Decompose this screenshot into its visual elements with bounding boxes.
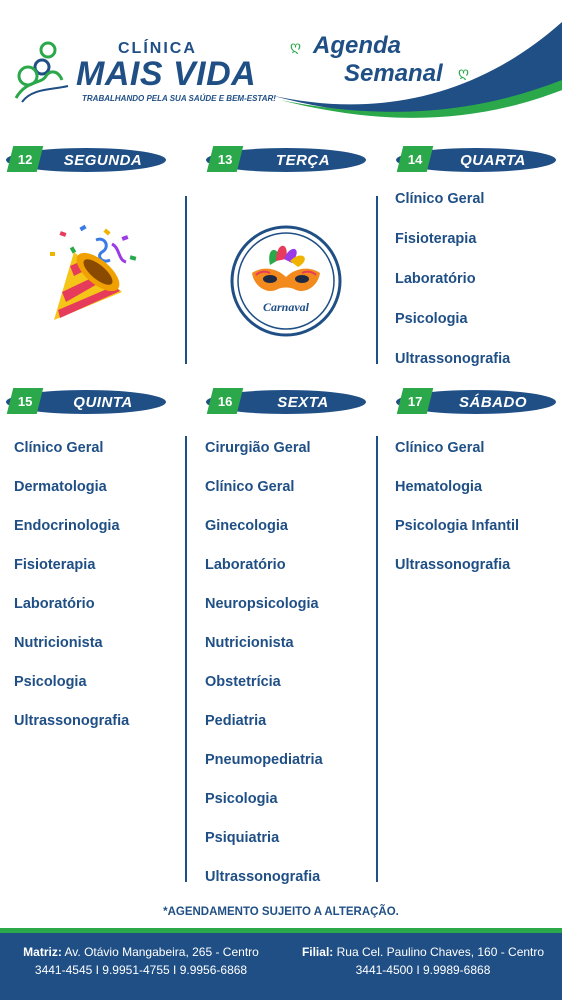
day-name: SÁBADO	[458, 393, 527, 411]
column-divider	[376, 436, 378, 882]
list-item: Psiquiatria	[205, 830, 280, 846]
day-name: QUINTA	[73, 393, 133, 411]
list-item: Ultrassonografia	[205, 869, 321, 885]
list-item: Cirurgião Geral	[205, 440, 311, 456]
party-popper-icon	[50, 224, 137, 320]
list-item: Clínico Geral	[395, 440, 485, 456]
list-item: Psicologia	[205, 791, 278, 807]
day-header-saturday: 17 SÁBADO	[396, 388, 560, 414]
brand-tagline: TRABALHANDO PELA SUA SAÚDE E BEM-ESTAR!	[82, 94, 276, 103]
list-item: Clínico Geral	[205, 479, 295, 495]
day-header-thursday: 15 QUINTA	[6, 388, 170, 414]
list-item: Dermatologia	[14, 479, 107, 495]
footer-matriz: Matriz: Av. Otávio Mangabeira, 265 - Cen…	[10, 943, 272, 979]
column-divider	[376, 196, 378, 364]
list-item: Clínico Geral	[14, 440, 104, 456]
brand-name: MAIS VIDA	[76, 55, 257, 93]
matriz-phones: 3441-4545 I 9.9951-4755 I 9.9956-6868	[34, 963, 248, 977]
list-item: Psicologia	[395, 311, 468, 327]
list-item: Fisioterapia	[14, 557, 96, 573]
clinic-logo-icon	[14, 41, 69, 103]
list-item: Nutricionista	[205, 635, 294, 651]
list-item: Laboratório	[14, 596, 95, 612]
footer-filial: Filial: Rua Cel. Paulino Chaves, 160 - C…	[292, 943, 554, 979]
footer: Matriz: Av. Otávio Mangabeira, 265 - Cen…	[0, 928, 562, 1000]
list-item: Nutricionista	[14, 635, 103, 651]
list-item: Clínico Geral	[395, 191, 485, 207]
filial-address: Rua Cel. Paulino Chaves, 160 - Centro	[333, 945, 545, 959]
ornament-icon: ღ	[458, 64, 470, 80]
header: CLÍNICA MAIS VIDA TRABALHANDO PELA SUA S…	[0, 0, 562, 125]
carnaval-badge: Carnaval	[230, 225, 342, 337]
list-item: Ginecologia	[205, 518, 288, 534]
list-item: Fisioterapia	[395, 231, 477, 247]
list-item: Laboratório	[205, 557, 286, 573]
list-item: Endocrinologia	[14, 518, 120, 534]
list-item: Laboratório	[395, 271, 476, 287]
day-name: SEGUNDA	[63, 151, 143, 169]
list-item: Psicologia Infantil	[395, 518, 520, 534]
filial-phones: 3441-4500 I 9.9989-6868	[355, 963, 491, 977]
ornament-icon: ღ	[290, 38, 302, 54]
header-swoosh	[270, 22, 562, 118]
column-divider	[185, 196, 187, 364]
brand-top: CLÍNICA	[118, 40, 197, 57]
column-divider	[185, 436, 187, 882]
day-name: QUARTA	[460, 151, 526, 169]
list-item: Hematologia	[395, 479, 483, 495]
list-item: Neuropsicologia	[205, 596, 319, 612]
filial-label: Filial:	[301, 945, 334, 959]
list-item: Psicologia	[14, 674, 87, 690]
list-item: Pneumopediatria	[205, 752, 323, 768]
day-name: SEXTA	[277, 393, 329, 411]
title-line2: Semanal	[344, 60, 443, 87]
list-item: Ultrassonografia	[14, 713, 130, 729]
list-item: Ultrassonografia	[395, 351, 511, 367]
day-header-wednesday: 14 QUARTA	[396, 146, 560, 172]
day-name: TERÇA	[275, 151, 331, 169]
matriz-address: Av. Otávio Mangabeira, 265 - Centro	[61, 945, 259, 959]
title-line1: Agenda	[313, 32, 402, 59]
carnaval-label: Carnaval	[263, 300, 310, 314]
list-item: Obstetrícia	[205, 674, 281, 690]
schedule-note: *AGENDAMENTO SUJEITO A ALTERAÇÃO.	[163, 906, 399, 918]
day-header-monday: 12 SEGUNDA	[6, 146, 170, 172]
list-item: Pediatria	[205, 713, 267, 729]
day-header-friday: 16 SEXTA	[206, 388, 370, 414]
matriz-label: Matriz:	[23, 945, 62, 959]
list-item: Ultrassonografia	[395, 557, 511, 573]
day-header-tuesday: 13 TERÇA	[206, 146, 370, 172]
